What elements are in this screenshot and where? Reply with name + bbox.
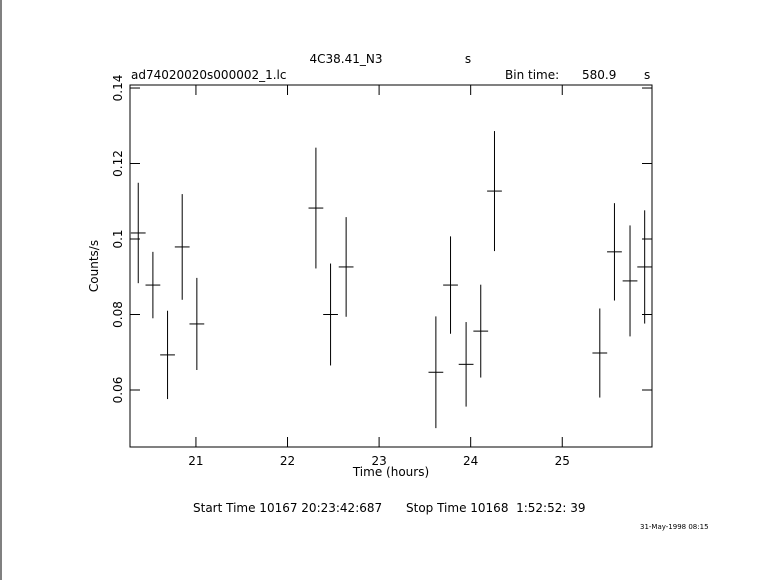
plot-frame	[129, 84, 653, 448]
title-unit: s	[465, 52, 471, 66]
x-tick-label: 25	[555, 454, 570, 468]
x-tick-label: 21	[188, 454, 203, 468]
stop-time: Stop Time 10168 1:52:52: 39	[406, 501, 585, 515]
x-tick-label: 22	[280, 454, 295, 468]
date: 31-May-1998 08:15	[640, 523, 709, 531]
y-tick-label: 0.08	[111, 301, 125, 328]
file-label: ad74020020s000002_1.lc	[131, 68, 287, 82]
chart-title: 4C38.41_N3	[310, 52, 383, 66]
y-tick-label: 0.1	[111, 229, 125, 248]
y-tick-label: 0.12	[111, 150, 125, 177]
x-axis-label: Time (hours)	[352, 465, 429, 479]
bin-time-label: Bin time:	[505, 68, 559, 82]
bin-time-unit: s	[644, 68, 650, 82]
y-tick-label: 0.14	[111, 75, 125, 102]
y-tick-label: 0.06	[111, 377, 125, 404]
y-axis-label: Counts/s	[87, 240, 101, 292]
bin-time: 580.9	[582, 68, 616, 82]
x-tick-label: 24	[463, 454, 478, 468]
start-time: Start Time 10167 20:23:42:687	[193, 501, 382, 515]
x-tick-label: 23	[371, 454, 386, 468]
